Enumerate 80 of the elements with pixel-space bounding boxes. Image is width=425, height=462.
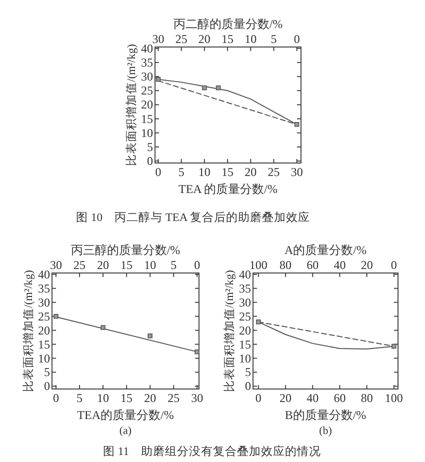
x-tick-label: 100 bbox=[384, 391, 403, 405]
y-tick-label: 0 bbox=[147, 154, 153, 168]
y-tick-label: 40 bbox=[239, 267, 251, 282]
x-tick-label: 15 bbox=[222, 165, 234, 179]
x-axis-title: B的质量分数/% bbox=[284, 408, 366, 422]
y-tick-label: 10 bbox=[141, 126, 153, 140]
y-tick-label: 40 bbox=[141, 41, 153, 56]
x2-tick-label: 5 bbox=[170, 258, 177, 272]
x2-axis-title: 丙二醇的质量分数/% bbox=[173, 17, 283, 31]
x-tick-label: 30 bbox=[191, 391, 204, 405]
y-tick-label: 20 bbox=[141, 98, 153, 112]
x2-axis-title: A的质量分数/% bbox=[284, 243, 366, 257]
x-tick-label: 60 bbox=[334, 391, 346, 405]
x-tick-label: 20 bbox=[280, 391, 292, 405]
y-tick-label: 30 bbox=[38, 295, 50, 310]
x-tick-label: 15 bbox=[120, 391, 133, 405]
x2-tick-label: 40 bbox=[334, 258, 346, 272]
x-tick-label: 10 bbox=[97, 391, 110, 405]
y-tick-label: 5 bbox=[44, 365, 50, 380]
caption: 图 10 丙二醇与 TEA 复合后的助磨叠加效应 bbox=[76, 210, 310, 224]
x2-tick-label: 15 bbox=[222, 32, 234, 46]
x2-tick-label: 0 bbox=[294, 32, 300, 46]
y-tick-label: 30 bbox=[141, 70, 153, 84]
y-tick-label: 25 bbox=[141, 84, 153, 98]
x-tick-label: 25 bbox=[168, 391, 180, 405]
y-tick-label: 5 bbox=[147, 140, 153, 154]
x2-tick-label: 20 bbox=[97, 258, 110, 272]
y-tick-label: 25 bbox=[38, 309, 50, 324]
x-tick-label: 5 bbox=[178, 165, 184, 179]
x2-axis-title: 丙三醇的质量分数/% bbox=[70, 243, 180, 257]
text: (b) bbox=[319, 425, 332, 437]
text: (a) bbox=[119, 425, 132, 437]
point bbox=[100, 325, 106, 330]
x2-tick-label: 25 bbox=[175, 32, 188, 46]
y-tick-label: 15 bbox=[38, 337, 50, 352]
y-tick-label: 20 bbox=[38, 323, 50, 338]
y-axis-title: 比表面积增加值/(m²/kg) bbox=[223, 270, 236, 392]
point bbox=[202, 85, 207, 90]
x2-tick-label: 25 bbox=[74, 258, 86, 272]
x-tick-label: 5 bbox=[76, 391, 83, 405]
point bbox=[156, 76, 161, 82]
x2-tick-label: 100 bbox=[249, 258, 268, 272]
x2-tick-label: 5 bbox=[270, 32, 277, 46]
y-tick-label: 10 bbox=[38, 351, 50, 366]
y-tick-label: 25 bbox=[239, 309, 251, 324]
caption: 图 11 助磨组分没有复合叠加效应的情况 bbox=[103, 444, 321, 458]
y-tick-label: 20 bbox=[239, 323, 251, 338]
x-tick-label: 30 bbox=[290, 165, 303, 179]
y-tick-label: 30 bbox=[239, 295, 251, 310]
x2-tick-label: 0 bbox=[194, 258, 200, 272]
y-tick-label: 35 bbox=[239, 281, 251, 296]
x2-tick-label: 80 bbox=[280, 258, 292, 272]
x-axis-title: TEA 的质量分数/% bbox=[178, 182, 278, 196]
x-tick-label: 80 bbox=[360, 391, 373, 405]
point bbox=[148, 333, 152, 338]
y-tick-label: 0 bbox=[245, 379, 251, 394]
x2-tick-label: 60 bbox=[306, 258, 319, 272]
point bbox=[294, 122, 300, 127]
x2-tick-label: 15 bbox=[120, 258, 133, 272]
x2-tick-label: 0 bbox=[390, 258, 397, 272]
y-tick-label: 5 bbox=[245, 365, 251, 380]
x-axis-title: TEA的质量分数/% bbox=[77, 408, 174, 422]
y-tick-label: 40 bbox=[38, 267, 50, 282]
y-tick-label: 15 bbox=[239, 337, 251, 352]
point bbox=[216, 85, 221, 90]
x-tick-label: 40 bbox=[306, 391, 319, 405]
y-tick-label: 35 bbox=[141, 55, 153, 70]
y-axis-title: 比表面积增加值/(m²/kg) bbox=[22, 270, 35, 392]
y-tick-label: 0 bbox=[44, 379, 50, 394]
y-axis-title: 比表面积增加值/(m²/kg) bbox=[125, 44, 138, 166]
y-tick-label: 10 bbox=[239, 351, 251, 366]
y-tick-label: 35 bbox=[38, 281, 50, 296]
x-tick-label: 25 bbox=[268, 165, 280, 179]
x2-tick-label: 20 bbox=[198, 32, 210, 46]
point bbox=[194, 349, 200, 354]
y-tick-label: 15 bbox=[141, 112, 153, 126]
x-tick-label: 0 bbox=[255, 391, 262, 405]
x-tick-label: 0 bbox=[53, 391, 59, 405]
x2-tick-label: 20 bbox=[360, 258, 373, 272]
x-tick-label: 10 bbox=[198, 165, 210, 179]
